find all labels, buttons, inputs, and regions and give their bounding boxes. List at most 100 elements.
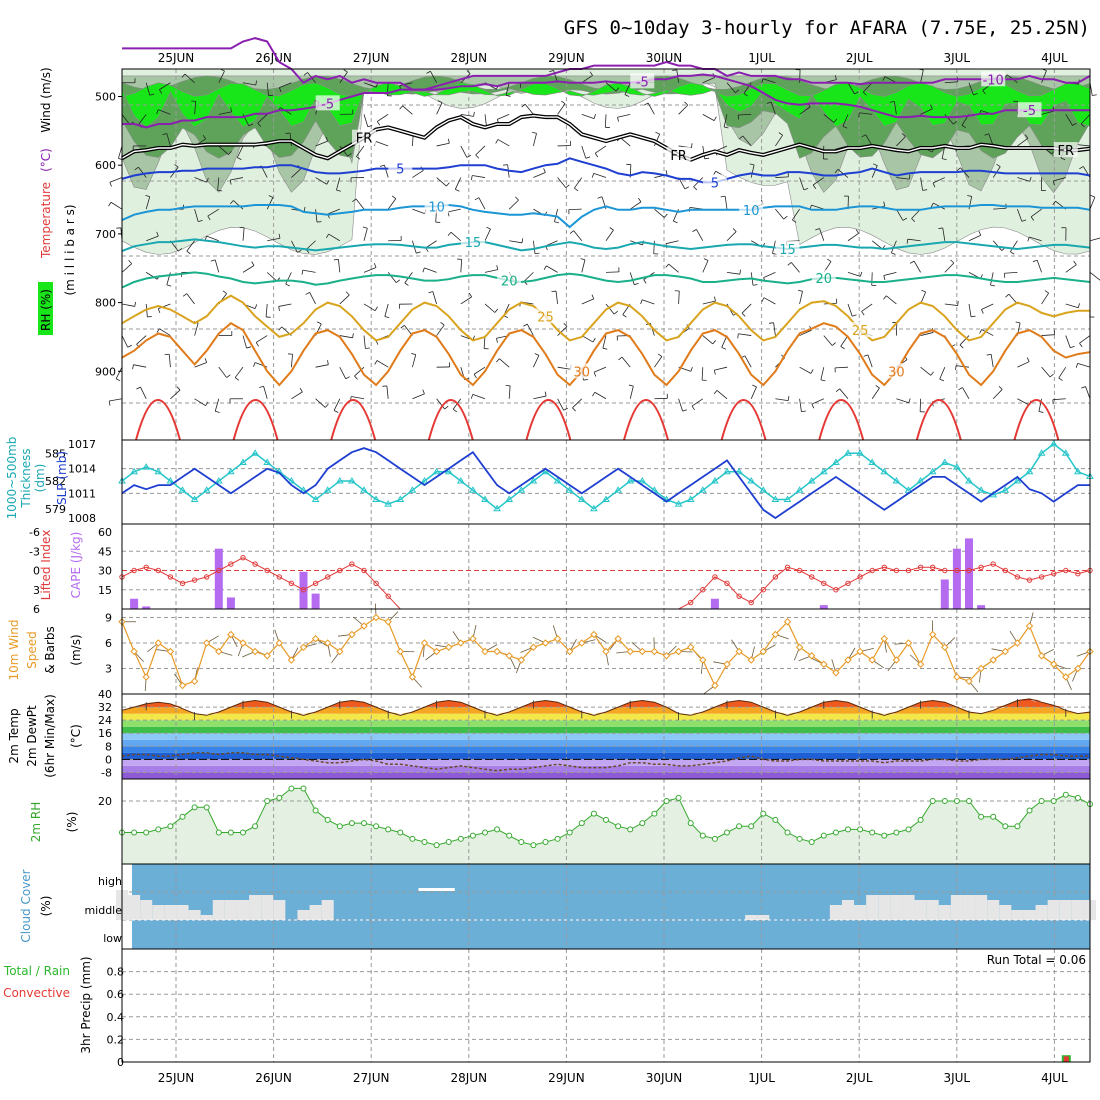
wind-barb — [363, 228, 368, 241]
cape-bar — [710, 598, 719, 609]
wind-barb — [1029, 236, 1042, 242]
wind-barb — [799, 106, 811, 115]
wind-barb-flag — [1080, 123, 1085, 128]
wind-barb-flag — [128, 260, 132, 264]
wind-barb — [944, 262, 955, 273]
wind-barb — [214, 398, 220, 412]
wind-barb — [478, 197, 486, 210]
wind-barb — [726, 231, 737, 242]
thickness-marker — [335, 477, 344, 484]
wind-barb — [115, 366, 123, 379]
thickness-marker — [614, 486, 622, 493]
wind-barb — [255, 335, 268, 343]
label-thickness-range: 1000~500mb — [5, 437, 19, 520]
wind-barb-flag — [854, 91, 859, 95]
rh-2m-marker — [312, 807, 319, 814]
thickness-marker — [795, 486, 804, 493]
wind-barb-flag — [628, 384, 634, 387]
wind-barb — [775, 398, 789, 401]
wind-barb — [723, 114, 728, 128]
thickness-marker — [892, 477, 901, 484]
wind-barb-flag — [503, 164, 508, 166]
wind-barb — [893, 101, 897, 115]
wind-barb — [886, 295, 897, 305]
wind-barb-flag — [820, 379, 826, 382]
wind-barb — [741, 303, 752, 314]
thickness-marker — [735, 467, 743, 475]
rh-2m-marker — [953, 798, 960, 805]
isotherm-label-bg — [497, 272, 522, 288]
lifted-index-marker — [131, 567, 137, 574]
wind-barb-flag — [333, 410, 339, 413]
temp-band — [122, 726, 1090, 734]
wind-10m-marker — [263, 652, 271, 660]
panel-labels: RH (%) Temperature (°C) Wind (m/s) (m i l l … — [3, 67, 93, 1053]
wind-barb-flag — [325, 136, 329, 142]
wind-barb — [823, 335, 833, 346]
wind-barb — [328, 233, 341, 242]
wind-barb — [497, 113, 510, 120]
wind-barb-flag — [551, 290, 557, 293]
lifted-index-marker — [143, 564, 149, 570]
wind-10m-marker — [626, 647, 634, 656]
wind-barb — [896, 208, 904, 221]
isotherm-label-bg — [460, 234, 485, 250]
wind-barb-flag — [1079, 166, 1084, 170]
wind-barb — [770, 101, 776, 115]
thickness-marker — [239, 458, 247, 465]
cloud-middle-bar — [140, 900, 153, 920]
wind-barb-flag — [861, 134, 866, 138]
wind-barb-flag — [643, 279, 647, 284]
wind-barb-flag — [833, 118, 838, 123]
wind-barb — [363, 114, 369, 127]
wind-barb-flag — [720, 195, 726, 198]
wind-barb-flag — [735, 89, 740, 94]
wind-10m-marker — [481, 647, 489, 656]
wind-barb — [339, 294, 350, 305]
wind-barb — [168, 354, 171, 368]
lifted-index-marker — [942, 567, 948, 574]
isotherm-label: 25 — [537, 310, 554, 325]
wind-barb — [762, 78, 776, 84]
wind-barb — [653, 240, 655, 254]
temp-band — [122, 752, 1090, 760]
wind-barb-flag — [1005, 293, 1010, 298]
wind-barb — [305, 240, 316, 250]
wind-10m-marker — [190, 677, 199, 685]
wind-barb — [194, 398, 206, 407]
wind-10m-marker — [469, 635, 477, 643]
wind-barb — [842, 114, 849, 127]
wind-barb-flag — [1029, 176, 1032, 182]
wind-barb — [315, 364, 329, 368]
wind-barb-flag — [752, 384, 757, 388]
wind-barb — [484, 269, 498, 273]
wind-barb — [555, 291, 558, 305]
cloud-middle-label: middle — [84, 904, 122, 917]
temp-band — [122, 720, 1090, 727]
lifted-index-marker — [724, 580, 730, 587]
wind-barb — [546, 265, 558, 273]
wind-barb — [617, 113, 631, 118]
wind-barb-flag — [778, 132, 783, 136]
wind-barb — [1065, 335, 1071, 348]
wind-barb — [236, 145, 244, 158]
wind-barb-flag — [174, 164, 179, 168]
wind-barb — [861, 303, 873, 312]
wind-barb-flag — [1030, 216, 1035, 221]
wind-barb-flag — [967, 195, 972, 197]
wind-barb — [194, 177, 207, 183]
wind-barb-flag — [452, 408, 458, 413]
wind-barb-flag — [229, 179, 232, 185]
cloud-middle-bar — [236, 900, 250, 920]
wind-barb — [1030, 208, 1042, 218]
rh-2m-marker — [627, 826, 634, 833]
wind-barb — [557, 366, 571, 370]
wind-barb-flag — [422, 389, 425, 395]
wind-barb — [1089, 237, 1100, 242]
thickness-marker — [1049, 440, 1058, 447]
wind-barb — [920, 332, 934, 336]
temp-band — [122, 713, 1090, 721]
wind-barb-flag — [404, 282, 409, 286]
isotherm-label: 5 — [396, 163, 404, 178]
cloud-middle-bar — [975, 895, 988, 920]
